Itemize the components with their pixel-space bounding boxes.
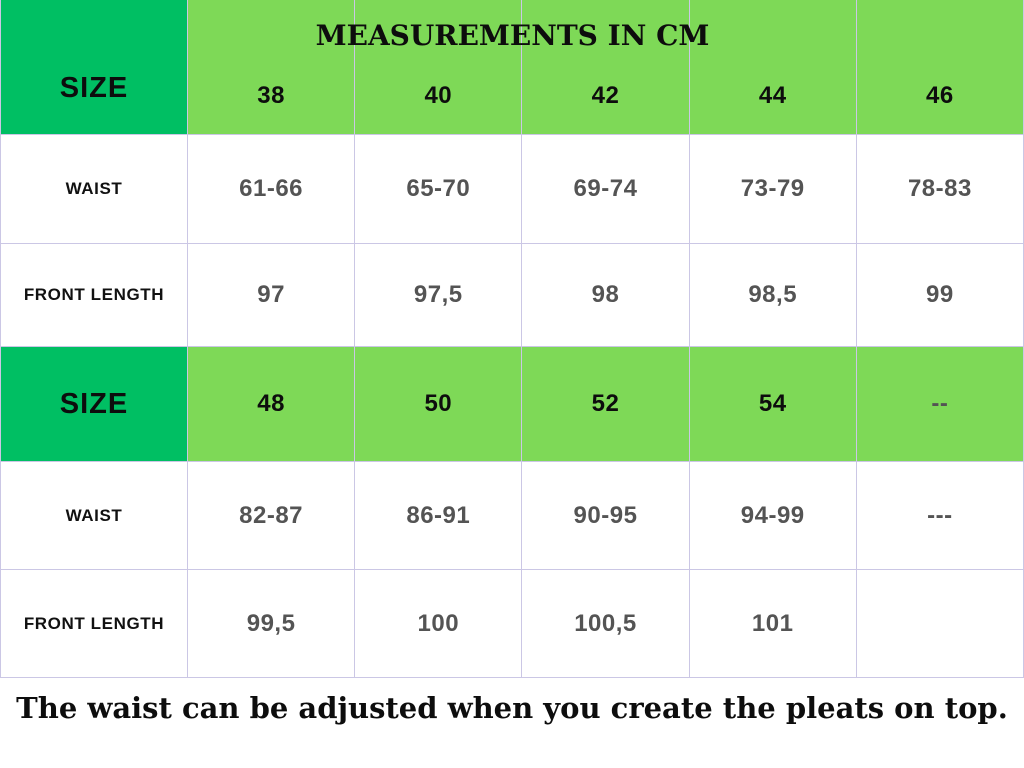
measurement-value: 99,5 bbox=[246, 609, 296, 637]
measurement-value: 98 bbox=[591, 281, 620, 308]
measurement-cell: 100 bbox=[355, 570, 523, 678]
measurement-cell: 100,5 bbox=[522, 570, 690, 678]
measurement-cell: --- bbox=[856, 462, 1024, 570]
measurement-cell: 99 bbox=[856, 244, 1024, 347]
measurement-value: 82-87 bbox=[239, 501, 304, 529]
size-header-label: 52 bbox=[591, 390, 620, 417]
size-header-cell-44: 44 bbox=[689, 0, 857, 135]
size-corner-cell-lower: SIZE bbox=[1, 347, 188, 462]
size-header-label: 42 bbox=[591, 82, 620, 109]
size-header-label: 44 bbox=[758, 82, 787, 109]
measurement-cell: 86-91 bbox=[355, 462, 523, 570]
size-header-cell-54: 54 bbox=[689, 347, 857, 462]
size-header-cell-38: 38 bbox=[188, 0, 356, 135]
row-label-cell: FRONT LENGTH bbox=[1, 244, 188, 347]
size-corner-cell: SIZE bbox=[1, 0, 188, 135]
size-header-label: 54 bbox=[758, 390, 787, 417]
measurement-cell: 94-99 bbox=[689, 462, 857, 570]
size-header-label: 38 bbox=[257, 82, 285, 109]
size-header-label: 46 bbox=[926, 82, 954, 109]
measurement-value: --- bbox=[927, 501, 953, 529]
measurement-value: 98,5 bbox=[748, 281, 798, 308]
row-label: WAIST bbox=[65, 179, 123, 198]
row-label-cell: WAIST bbox=[1, 462, 188, 570]
measurement-cell: 98 bbox=[522, 244, 690, 347]
size-header-cell-42: 42 bbox=[522, 0, 690, 135]
measurement-value: 99 bbox=[926, 281, 954, 308]
measurement-cell: 73-79 bbox=[689, 135, 857, 244]
measurement-value: 73-79 bbox=[740, 175, 805, 202]
footer-note-area: The waist can be adjusted when you creat… bbox=[0, 678, 1024, 768]
measurement-cell: 78-83 bbox=[856, 135, 1024, 244]
row-label-cell: WAIST bbox=[1, 135, 188, 244]
measurement-value: 97,5 bbox=[413, 281, 463, 308]
measurement-value: 69-74 bbox=[573, 175, 638, 202]
measurement-value: 65-70 bbox=[406, 175, 471, 202]
measurement-value: 78-83 bbox=[907, 175, 972, 202]
size-header-cell-48: 48 bbox=[188, 347, 356, 462]
size-header-cell-empty: -- bbox=[856, 347, 1024, 462]
size-chart-table: MEASUREMENTS IN CM SIZE 38 40 42 44 46 W… bbox=[0, 0, 1024, 678]
measurement-value: 100,5 bbox=[574, 609, 637, 637]
row-label: FRONT LENGTH bbox=[23, 285, 165, 304]
row-label: WAIST bbox=[65, 505, 123, 525]
measurement-cell bbox=[856, 570, 1024, 678]
measurement-cell: 90-95 bbox=[522, 462, 690, 570]
size-header-cell-50: 50 bbox=[355, 347, 523, 462]
footer-note: The waist can be adjusted when you creat… bbox=[16, 691, 1008, 725]
measurement-value: 101 bbox=[751, 609, 794, 637]
row-label-cell: FRONT LENGTH bbox=[1, 570, 188, 678]
measurement-cell: 69-74 bbox=[522, 135, 690, 244]
size-header-label: 48 bbox=[257, 390, 285, 417]
measurement-cell: 101 bbox=[689, 570, 857, 678]
measurement-value: 86-91 bbox=[406, 501, 471, 529]
measurement-cell: 65-70 bbox=[355, 135, 523, 244]
measurement-value: 97 bbox=[257, 281, 285, 308]
measurement-cell: 61-66 bbox=[188, 135, 356, 244]
measurement-cell: 82-87 bbox=[188, 462, 356, 570]
measurement-value: 100 bbox=[417, 609, 460, 637]
measurement-cell: 98,5 bbox=[689, 244, 857, 347]
size-corner-label: SIZE bbox=[59, 387, 129, 420]
measurement-value: 61-66 bbox=[239, 175, 304, 202]
measurement-cell: 99,5 bbox=[188, 570, 356, 678]
size-corner-label: SIZE bbox=[59, 71, 129, 104]
size-header-cell-52: 52 bbox=[522, 347, 690, 462]
row-label: FRONT LENGTH bbox=[23, 613, 165, 633]
size-header-cell-46: 46 bbox=[856, 0, 1024, 135]
measurement-value: 94-99 bbox=[740, 501, 805, 529]
size-header-label: 40 bbox=[424, 82, 453, 109]
measurement-cell: 97,5 bbox=[355, 244, 523, 347]
size-header-label: 50 bbox=[424, 390, 453, 417]
size-header-cell-40: 40 bbox=[355, 0, 523, 135]
measurement-cell: 97 bbox=[188, 244, 356, 347]
size-header-label: -- bbox=[931, 390, 949, 417]
measurement-value: 90-95 bbox=[573, 501, 638, 529]
